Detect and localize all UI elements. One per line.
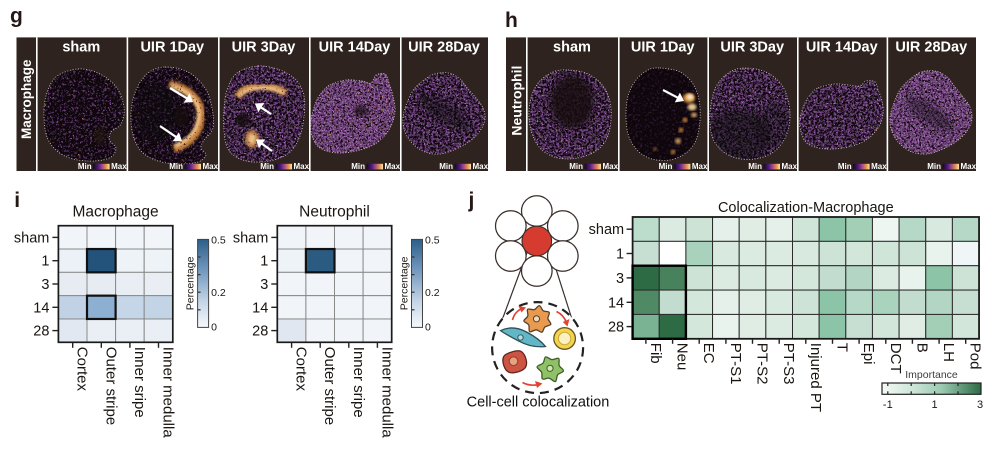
svg-text:0.2: 0.2 [211, 287, 226, 299]
svg-text:UIR 14Day: UIR 14Day [319, 40, 391, 56]
svg-text:Max: Max [385, 162, 401, 171]
svg-text:Cell-cell colocalization: Cell-cell colocalization [467, 395, 610, 411]
svg-text:Colocalization-Macrophage: Colocalization-Macrophage [718, 200, 894, 216]
svg-text:Neutrophil: Neutrophil [299, 204, 370, 221]
svg-text:1: 1 [260, 254, 268, 270]
svg-text:UIR 1Day: UIR 1Day [140, 40, 204, 56]
svg-text:1: 1 [41, 254, 49, 270]
svg-text:Max: Max [294, 162, 310, 171]
svg-text:UIR 1Day: UIR 1Day [631, 40, 695, 56]
svg-text:Min: Min [439, 162, 453, 171]
svg-text:Inner medulla: Inner medulla [378, 347, 395, 439]
svg-text:Max: Max [473, 162, 489, 171]
svg-text:Fib: Fib [647, 343, 664, 364]
svg-text:Importance: Importance [905, 369, 958, 381]
svg-text:Neutrophil: Neutrophil [508, 66, 524, 136]
svg-text:3: 3 [977, 399, 983, 411]
svg-text:Cortex: Cortex [74, 347, 91, 392]
svg-text:0: 0 [425, 322, 431, 334]
svg-text:28: 28 [608, 320, 624, 336]
svg-text:Epi: Epi [860, 343, 877, 365]
svg-text:DCT: DCT [887, 343, 904, 374]
svg-text:Max: Max [203, 162, 219, 171]
svg-text:Min: Min [748, 162, 762, 171]
svg-text:Max: Max [692, 162, 708, 171]
svg-text:0: 0 [211, 322, 217, 334]
svg-text:Inner sripe: Inner sripe [350, 347, 367, 418]
svg-text:3: 3 [616, 271, 624, 287]
svg-text:B: B [913, 343, 930, 353]
svg-text:PT-S1: PT-S1 [727, 343, 744, 385]
svg-text:3: 3 [41, 277, 49, 293]
svg-text:Min: Min [659, 162, 673, 171]
svg-text:T: T [834, 343, 851, 352]
svg-text:Cortex: Cortex [293, 347, 310, 392]
svg-text:UIR 3Day: UIR 3Day [720, 40, 784, 56]
svg-text:1: 1 [932, 399, 938, 411]
svg-text:Min: Min [260, 162, 274, 171]
svg-text:Max: Max [111, 162, 127, 171]
svg-text:Inner sripe: Inner sripe [131, 347, 148, 418]
svg-text:j: j [468, 189, 475, 212]
svg-text:sham: sham [62, 40, 100, 56]
svg-text:Percentage: Percentage [185, 256, 197, 310]
svg-text:Max: Max [782, 162, 798, 171]
svg-text:g: g [10, 5, 23, 28]
svg-text:Macrophage: Macrophage [73, 204, 159, 221]
svg-text:Min: Min [838, 162, 852, 171]
svg-text:Max: Max [871, 162, 887, 171]
svg-text:UIR 28Day: UIR 28Day [408, 40, 480, 56]
svg-text:LH: LH [940, 343, 957, 362]
svg-text:Neu: Neu [674, 343, 691, 371]
svg-text:EC: EC [700, 343, 717, 364]
svg-text:PT-S3: PT-S3 [780, 343, 797, 385]
svg-text:h: h [505, 9, 518, 32]
svg-text:0.2: 0.2 [425, 287, 440, 299]
svg-text:Injured PT: Injured PT [807, 343, 824, 412]
svg-text:28: 28 [33, 324, 49, 340]
svg-text:Inner medulla: Inner medulla [160, 347, 177, 439]
svg-text:0.5: 0.5 [211, 234, 226, 246]
svg-text:Min: Min [78, 162, 92, 171]
svg-text:Max: Max [961, 162, 977, 171]
svg-text:Max: Max [603, 162, 619, 171]
svg-text:Percentage: Percentage [399, 256, 411, 310]
svg-text:1: 1 [616, 247, 624, 263]
svg-text:-1: -1 [883, 399, 893, 411]
svg-text:Min: Min [569, 162, 583, 171]
svg-text:Macrophage: Macrophage [19, 59, 34, 139]
svg-text:28: 28 [252, 324, 268, 340]
svg-text:Min: Min [927, 162, 941, 171]
svg-text:UIR 14Day: UIR 14Day [806, 40, 878, 56]
svg-text:sham: sham [233, 230, 268, 246]
svg-text:14: 14 [33, 300, 49, 316]
svg-text:PT-S2: PT-S2 [754, 343, 771, 385]
svg-text:sham: sham [553, 40, 591, 56]
svg-text:sham: sham [589, 222, 624, 238]
svg-text:Min: Min [169, 162, 183, 171]
svg-text:Outer stripe: Outer stripe [102, 347, 119, 425]
svg-text:Pod: Pod [967, 343, 984, 370]
svg-text:0.5: 0.5 [425, 234, 440, 246]
svg-text:Outer stripe: Outer stripe [321, 347, 338, 425]
svg-text:sham: sham [14, 230, 49, 246]
svg-text:14: 14 [608, 295, 624, 311]
svg-text:i: i [14, 189, 20, 212]
svg-text:14: 14 [252, 300, 268, 316]
svg-text:UIR 28Day: UIR 28Day [895, 40, 967, 56]
svg-text:Min: Min [351, 162, 365, 171]
svg-text:UIR 3Day: UIR 3Day [232, 40, 296, 56]
svg-text:3: 3 [260, 277, 268, 293]
